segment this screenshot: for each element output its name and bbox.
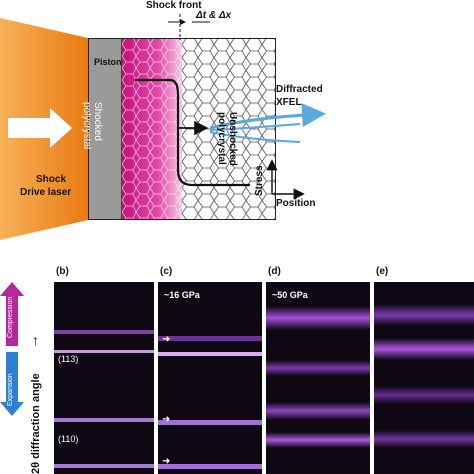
shock-label: Shock [36,174,67,185]
piston-label: Piston [94,57,122,67]
shock-front-label: Shock front [146,0,202,11]
xfel-label: XFEL [276,97,302,108]
position-label: Position [276,198,316,209]
peak-arrow-3: ➜ [162,456,171,467]
compression-label: Compression [7,296,14,338]
direction-legend: Compression Expansion ↑ 2θ diffraction a… [0,282,54,474]
peak-113-label: (113) [58,354,79,364]
panel-c-label: (c) [160,266,173,277]
dt-dx-label: Δt & Δx [196,10,232,21]
diffracted-label: Diffracted [276,84,323,95]
panel-c-pressure: ~16 GPa [164,290,200,300]
piston: Piston [88,38,122,220]
panel-d: ~50 GPa [266,282,370,474]
diffraction-angle-label: 2θ diffraction angle [30,373,42,474]
expansion-arrow [0,352,24,416]
stress-profile [135,14,326,200]
drive-laser-label: Drive laser [20,187,72,198]
axis-arrow: ↑ [32,332,39,348]
drive-laser-beam [0,18,88,240]
shocked-region [122,38,182,220]
expansion-label: Expansion [7,373,14,406]
panel-d-label: (d) [268,266,281,277]
panel-e-label: (e) [376,266,389,277]
panel-b-label: (b) [56,266,69,277]
panel-b: (113) (110) [54,282,154,474]
peak-arrow-2: ➜ [162,414,171,425]
peak-arrow-1: ➜ [162,334,171,345]
sample-outline [88,38,276,220]
compression-arrow [0,282,24,346]
panel-c: ~16 GPa ➜ ➜ ➜ [158,282,262,474]
stress-label: Stress [254,165,265,196]
panel-e [374,282,474,474]
schematic: Piston [0,0,326,240]
panel-d-pressure: ~50 GPa [272,290,308,300]
unshocked-label: Unshocked polycrystal [216,112,238,166]
peak-110-label: (110) [58,434,79,444]
shocked-label: Shocked polycrystal [81,102,103,150]
